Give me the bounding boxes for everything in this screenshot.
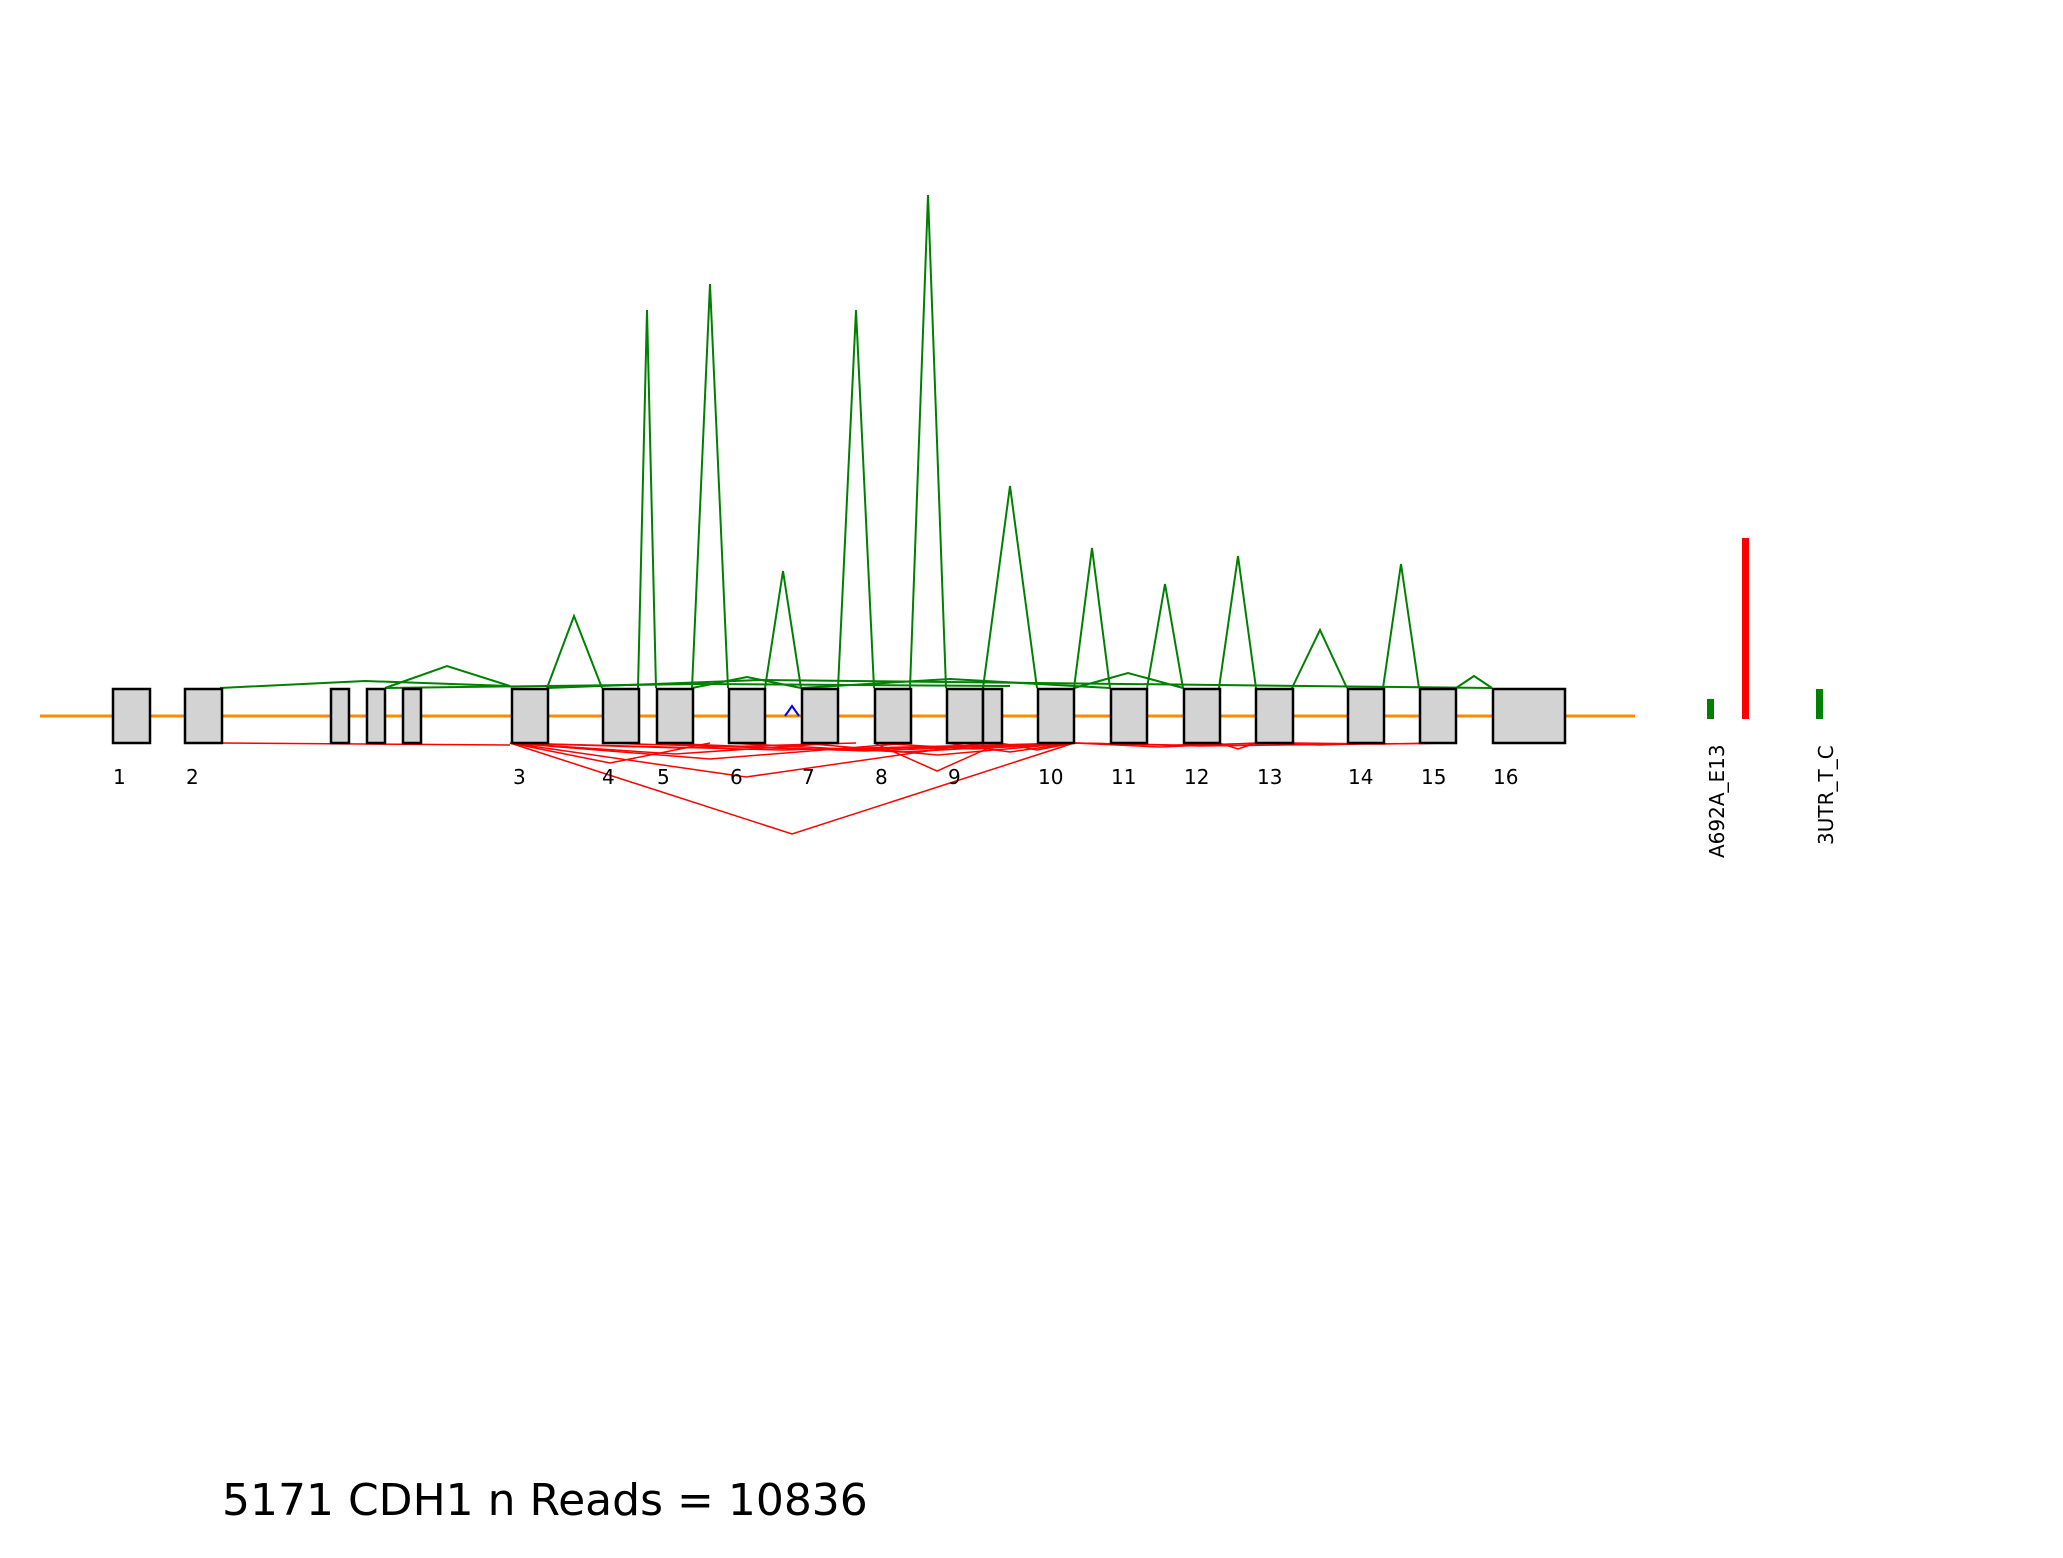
junction-arc <box>945 742 1075 753</box>
junction-arc <box>546 613 603 689</box>
junction-arc <box>909 194 947 689</box>
exon-label-12: 12 <box>1184 765 1209 789</box>
variant-markers: A692A_E13 3UTR_T_C <box>1705 538 1838 858</box>
exons <box>111 687 1567 745</box>
exon-box-3 <box>510 687 550 745</box>
exon-box-13 <box>1254 687 1295 745</box>
junction-arc <box>219 742 511 746</box>
junction-arc <box>1146 583 1184 689</box>
special-junction <box>784 704 800 717</box>
junction-arc <box>509 742 839 755</box>
exon-label-6: 6 <box>730 765 743 789</box>
exon-box-8 <box>873 687 913 745</box>
exon-label-16: 16 <box>1493 765 1518 789</box>
junction-arc <box>509 742 1075 835</box>
junction-arc <box>384 664 511 689</box>
exon-box-5 <box>655 687 695 745</box>
exon-box-7 <box>800 687 840 745</box>
junction-arc <box>655 742 1075 752</box>
variant-bar-a692a <box>1707 699 1714 719</box>
junction-arc <box>873 742 1001 772</box>
junction-arc <box>1291 627 1348 689</box>
plot-title: 5171 CDH1 n Reads = 10836 <box>222 1475 868 1526</box>
upper-junctions <box>219 194 1493 689</box>
exon-box-2b <box>365 687 387 745</box>
exon-box-4 <box>601 687 641 745</box>
junction-arc <box>1382 563 1420 689</box>
exon-box-11 <box>1109 687 1149 745</box>
variant-bar-3utr <box>1816 689 1823 719</box>
junction-arc <box>800 677 1111 689</box>
junction-arc <box>1218 555 1257 689</box>
junction-arc <box>982 485 1038 689</box>
exon-label-3: 3 <box>513 765 526 789</box>
exon-box-12 <box>1182 687 1222 745</box>
variant-bar-red <box>1742 538 1749 719</box>
exon-label-8: 8 <box>875 765 888 789</box>
junction-arc <box>637 309 657 689</box>
exon-box-2a <box>329 687 351 745</box>
exon-box-1 <box>111 687 152 745</box>
exon-box-6 <box>727 687 767 745</box>
exon-label-9: 9 <box>948 765 961 789</box>
exon-box-16 <box>1491 687 1567 745</box>
exon-box-14 <box>1346 687 1386 745</box>
lower-junctions <box>219 742 1457 835</box>
exon-box-2c <box>401 687 423 745</box>
exon-box-15 <box>1418 687 1458 745</box>
exon-label-13: 13 <box>1257 765 1282 789</box>
junction-arc <box>384 682 1011 689</box>
exon-labels: 1 2 3 4 5 6 7 8 9 10 11 12 13 14 15 16 <box>113 765 1518 789</box>
junction-arc <box>873 742 1075 750</box>
exon-label-2: 2 <box>186 765 199 789</box>
exon-label-10: 10 <box>1038 765 1063 789</box>
exon-label-1: 1 <box>113 765 126 789</box>
exon-box-10 <box>1036 687 1076 745</box>
marker-label-3utr: 3UTR_T_C <box>1814 745 1838 845</box>
junction-arc <box>1073 671 1184 689</box>
exon-box-2 <box>183 687 224 745</box>
junction-arc <box>509 742 857 749</box>
exon-box-9 <box>945 687 985 745</box>
exon-label-11: 11 <box>1111 765 1136 789</box>
junction-arc <box>691 283 729 689</box>
junction-arc <box>999 742 1075 751</box>
junction-arc <box>837 309 875 689</box>
exon-label-14: 14 <box>1348 765 1373 789</box>
junction-arc <box>509 742 711 764</box>
exon-label-7: 7 <box>802 765 815 789</box>
exon-label-4: 4 <box>602 765 615 789</box>
junction-arc <box>219 679 511 689</box>
exon-label-15: 15 <box>1421 765 1446 789</box>
junction-arc <box>509 742 984 778</box>
junction-arc <box>800 742 1075 756</box>
exon-box-9b <box>981 687 1004 745</box>
junction-arc <box>764 570 802 689</box>
exon-label-5: 5 <box>657 765 670 789</box>
marker-label-a692a: A692A_E13 <box>1705 744 1729 858</box>
junction-arc <box>1455 674 1493 689</box>
junction-arc <box>1073 547 1111 689</box>
